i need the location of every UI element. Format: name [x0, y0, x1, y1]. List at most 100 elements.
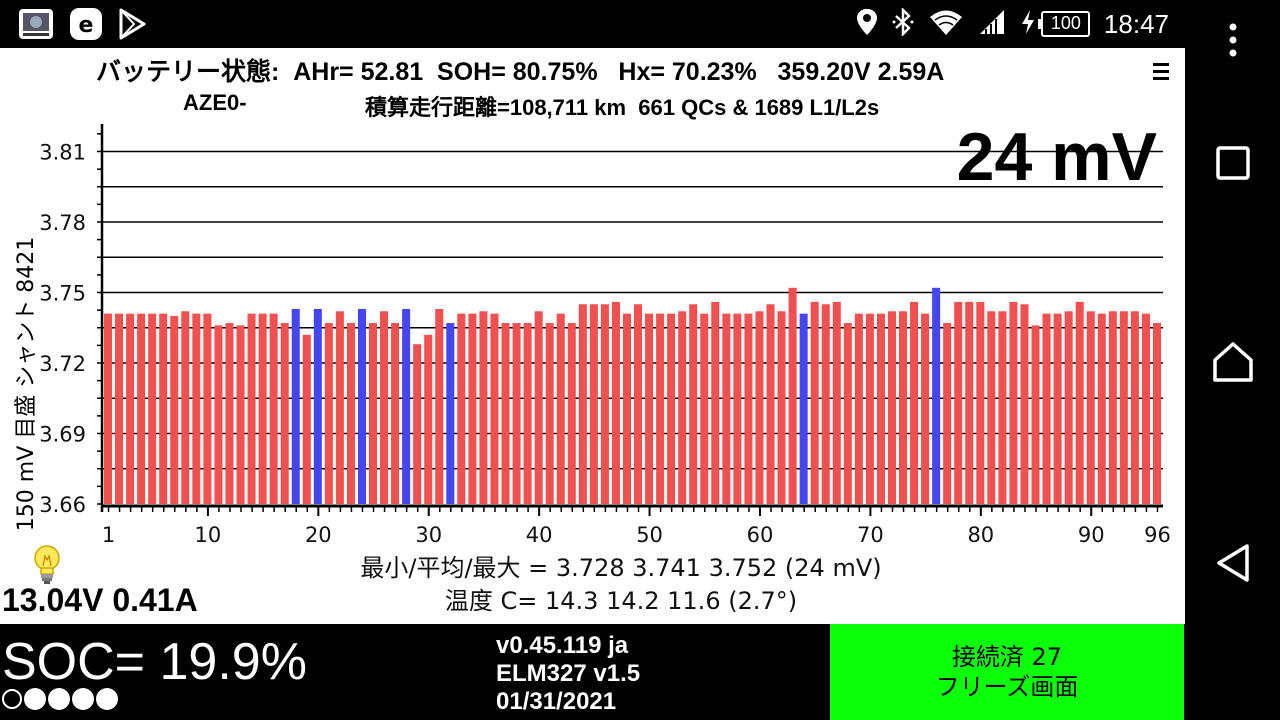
bar: [634, 304, 643, 504]
bar: [1042, 313, 1051, 504]
bar: [335, 311, 344, 504]
bar: [324, 323, 333, 504]
bar: [391, 323, 400, 504]
bar-shunted: [402, 308, 411, 504]
bar: [976, 301, 985, 504]
bar: [380, 311, 389, 504]
bar: [965, 301, 974, 504]
bar: [766, 304, 775, 504]
bar: [854, 313, 863, 504]
menu-icon[interactable]: [1153, 60, 1169, 84]
soc-dot: [72, 688, 94, 710]
bar: [733, 313, 742, 504]
bar: [148, 313, 157, 504]
back-button[interactable]: [1185, 523, 1280, 603]
bar: [1130, 311, 1139, 504]
bar-shunted: [932, 287, 941, 504]
y-tick-label: 3.72: [39, 352, 86, 376]
x-tick-label: 10: [195, 523, 222, 547]
bar: [865, 313, 874, 504]
bar: [523, 323, 532, 504]
x-tick-label: 60: [747, 523, 774, 547]
bar: [611, 301, 620, 504]
wifi-icon: [928, 8, 964, 40]
bar: [302, 334, 311, 504]
home-button[interactable]: [1185, 322, 1280, 402]
connection-button[interactable]: 接続済 27 フリーズ画面: [830, 624, 1184, 720]
bar: [490, 313, 499, 504]
bar: [534, 311, 543, 504]
bar: [921, 313, 930, 504]
bar: [1086, 311, 1095, 504]
y-tick-label: 3.75: [39, 282, 86, 306]
more-vert-icon: [1229, 23, 1236, 57]
bar-shunted: [291, 308, 300, 504]
x-tick-label: 40: [526, 523, 553, 547]
bar: [203, 313, 212, 504]
soc-dots: [2, 688, 118, 710]
chart-title: 24 mV: [956, 119, 1157, 195]
bar: [1108, 311, 1117, 504]
bar: [1009, 301, 1018, 504]
bar: [1064, 311, 1073, 504]
bar: [1053, 313, 1062, 504]
bar: [247, 313, 256, 504]
bar: [545, 323, 554, 504]
bar: [269, 313, 278, 504]
battery-icon: 100: [1037, 11, 1090, 37]
bar: [899, 311, 908, 504]
aux-battery-readout: 13.04V 0.41A: [2, 582, 198, 618]
bar: [843, 323, 852, 504]
x-tick-label: 96: [1144, 523, 1171, 547]
bar: [910, 301, 919, 504]
bar: [457, 313, 466, 504]
bar: [1020, 304, 1029, 504]
bar: [104, 313, 113, 504]
model-label: AZE0-: [183, 90, 247, 115]
cell-signal-icon: [978, 8, 1006, 40]
soc-dot: [24, 688, 46, 710]
bar: [656, 313, 665, 504]
bar: [1141, 313, 1150, 504]
x-tick-label: 1: [102, 523, 115, 547]
bar: [987, 311, 996, 504]
bottom-bar: SOC= 19.9% v0.45.119 ja ELM327 v1.5 01/3…: [0, 624, 1185, 720]
e-app-icon: e: [68, 6, 104, 46]
version-date: 01/31/2021: [496, 688, 617, 715]
app-main: バッテリー状態: AHr= 52.81 SOH= 80.75% Hx= 70.2…: [0, 48, 1185, 624]
bar-shunted: [799, 313, 808, 504]
square-icon: [1215, 146, 1250, 180]
overflow-menu-button[interactable]: [1185, 0, 1280, 80]
soc-dot: [2, 689, 22, 709]
cell-voltage-chart: 3.66 3.69 3.72 3.75 3.78 3.81 1 10 20 30 40 50 60 70…: [39, 124, 1171, 547]
bar: [435, 308, 444, 504]
bar: [722, 313, 731, 504]
y-tick-label: 3.78: [39, 211, 86, 235]
bar: [468, 313, 477, 504]
back-icon: [1216, 544, 1249, 582]
lightbulb-icon[interactable]: [32, 544, 62, 590]
bar: [810, 301, 819, 504]
bar: [578, 304, 587, 504]
bar: [887, 311, 896, 504]
svg-text:e: e: [79, 13, 94, 38]
bluetooth-icon: [892, 6, 914, 40]
bar: [589, 304, 598, 504]
recents-button[interactable]: [1185, 123, 1280, 203]
bar: [1119, 311, 1128, 504]
bar: [126, 313, 135, 504]
bar: [832, 301, 841, 504]
bar: [821, 304, 830, 504]
bar: [258, 313, 267, 504]
bar: [711, 301, 720, 504]
bar: [1075, 301, 1084, 504]
home-icon: [1212, 342, 1253, 382]
bar: [876, 313, 885, 504]
bar: [369, 323, 378, 504]
bar: [236, 325, 245, 504]
bar: [755, 311, 764, 504]
connection-status: 接続済 27: [951, 643, 1063, 671]
bar: [192, 313, 201, 504]
status-bar: e 100 18:47: [0, 0, 1185, 48]
navigation-bar: [1185, 0, 1280, 720]
